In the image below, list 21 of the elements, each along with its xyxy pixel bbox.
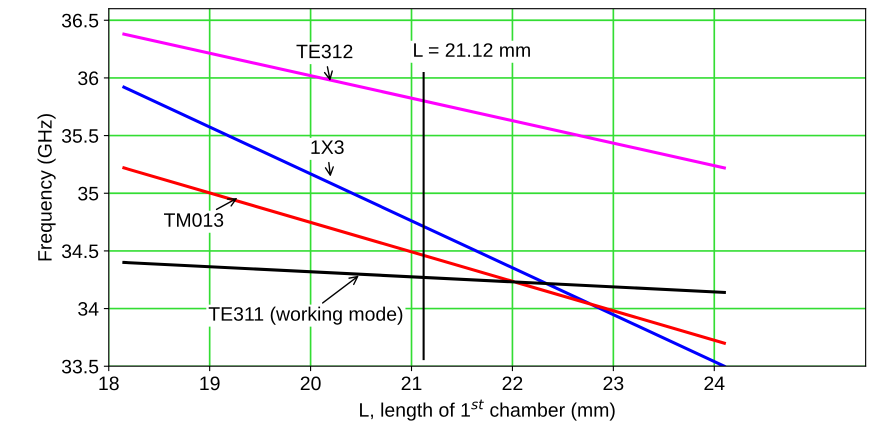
x-tick-label: 20 (300, 376, 321, 390)
y-tick-label: 35.5 (62, 129, 98, 143)
y-tick-label: 34 (78, 302, 98, 316)
x-tick-label: 23 (604, 376, 624, 390)
x-axis-title: L, length of 1$^{st}$ chamber (mm) (360, 400, 615, 421)
x-tick-label: 19 (200, 376, 220, 390)
y-tick-label: 35 (78, 186, 98, 200)
x-tick-label: 18 (99, 376, 119, 390)
x-tick-label: 24 (704, 376, 725, 390)
y-tick-label: 34.5 (62, 244, 98, 258)
y-tick-label: 36 (78, 71, 98, 86)
x-tick-label: 22 (502, 376, 522, 390)
annotation: TE312 (296, 44, 352, 58)
annotation: 1X3 (311, 140, 344, 154)
x-tick-label: 21 (402, 376, 422, 390)
annotation: TE311 (working mode) (208, 306, 402, 325)
ref-line-label: L = 21.12 mm (414, 43, 530, 57)
y-axis-title: Frequency (GHz) (38, 114, 56, 260)
y-tick-label: 36.5 (62, 14, 98, 28)
annotation: TM013 (164, 213, 224, 227)
y-tick-label: 33.5 (62, 360, 98, 374)
